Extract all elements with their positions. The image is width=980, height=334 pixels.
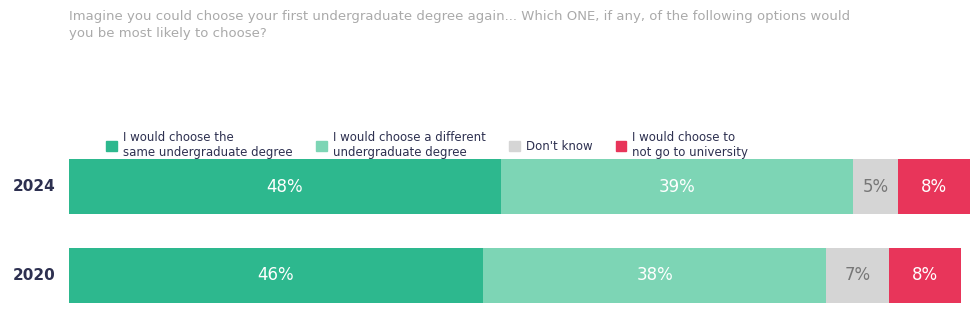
Legend: I would choose the
same undergraduate degree, I would choose a different
undergr: I would choose the same undergraduate de… xyxy=(102,127,753,164)
Bar xyxy=(889,248,961,303)
Text: 5%: 5% xyxy=(862,178,889,196)
Bar xyxy=(69,159,502,214)
Text: 2024: 2024 xyxy=(13,179,55,194)
Bar xyxy=(898,159,970,214)
Text: 8%: 8% xyxy=(912,266,938,284)
Bar xyxy=(853,159,898,214)
Bar xyxy=(502,159,853,214)
Text: 39%: 39% xyxy=(659,178,696,196)
Text: 7%: 7% xyxy=(845,266,870,284)
Text: 2020: 2020 xyxy=(13,268,55,283)
Text: 8%: 8% xyxy=(921,178,948,196)
Text: 38%: 38% xyxy=(636,266,673,284)
Text: 48%: 48% xyxy=(267,178,303,196)
Text: 46%: 46% xyxy=(258,266,294,284)
Bar xyxy=(483,248,826,303)
Bar xyxy=(826,248,889,303)
Bar xyxy=(69,248,483,303)
Text: Imagine you could choose your first undergraduate degree again... Which ONE, if : Imagine you could choose your first unde… xyxy=(69,10,850,40)
